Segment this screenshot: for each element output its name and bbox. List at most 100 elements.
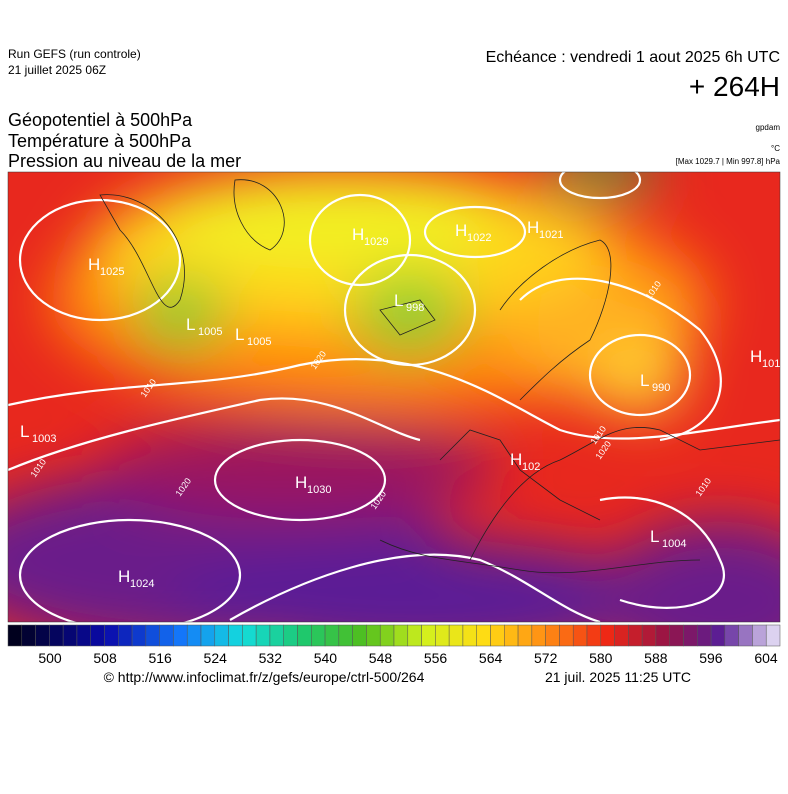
center-value: 1021 [539,229,563,241]
colorbar-swatch [421,624,436,647]
colorbar-swatch [159,624,174,647]
run-date: 21 juillet 2025 06Z [8,63,106,77]
colorbar-swatch [76,624,91,647]
unit: gpdam [756,123,781,132]
colorbar-swatch [462,624,477,647]
colorbar-label: 524 [204,650,228,666]
center-value: 102 [522,461,540,473]
colorbar-swatch [104,624,119,647]
colorbar-swatch [545,624,560,647]
colorbar-swatch [297,624,312,647]
colorbar-swatch [490,624,505,647]
colorbar-label: 596 [699,650,723,666]
center-kind: H [352,225,364,244]
colorbar-swatch [614,624,629,647]
colorbar-label: 580 [589,650,613,666]
colorbar-swatch [242,624,257,647]
colorbar-swatch [131,624,147,647]
center-kind: L [186,315,195,334]
colorbar-swatch [738,624,753,647]
colorbar-swatch [145,624,160,647]
center-value: 990 [652,382,670,394]
colorbar-swatch [173,624,188,647]
colorbar-swatch [35,624,50,647]
colorbar-swatch [338,624,353,647]
colorbar-swatch [586,624,602,647]
center-kind: L [650,527,659,546]
colorbar-swatch [283,624,298,647]
colorbar-label: 516 [148,650,172,666]
colorbar-swatch [572,624,588,647]
unit: °C [771,144,780,153]
colorbar-swatch [710,624,726,647]
colorbar-swatch [600,624,615,647]
center-value: 1005 [198,326,222,338]
colorbar-swatch [214,624,229,647]
colorbar-swatch [407,624,422,647]
colorbar-swatch [724,624,739,647]
center-value: 1003 [32,433,56,445]
pressure-range: [Max 1029.7 | Min 997.8] hPa [676,157,781,166]
colorbar-label: 572 [534,650,558,666]
colorbar-swatch [435,624,450,647]
echeance: Echéance : vendredi 1 aout 2025 6h UTC [486,49,780,66]
center-kind: H [527,218,539,237]
colorbar-swatch [641,624,657,647]
colorbar-label: 532 [259,650,283,666]
colorbar-swatch [228,624,243,647]
colorbar-swatch [379,624,395,647]
colorbar-swatch [269,624,284,647]
center-kind: L [640,371,649,390]
colorbar-swatch [255,624,271,647]
run-name: Run GEFS (run controle) [8,47,141,61]
colorbar-label: 540 [314,650,338,666]
map-frame [7,171,781,623]
colorbar-swatch [352,624,367,647]
center-kind: L [20,422,29,441]
center-kind: H [750,347,762,366]
center-value: 101 [762,358,780,370]
lead-time: + 264H [689,71,780,102]
layer-title: Géopotentiel à 500hPa [8,110,193,130]
colorbar-swatch [655,624,670,647]
center-kind: H [295,473,307,492]
layer-title: Température à 500hPa [8,131,192,151]
map [8,172,780,622]
layer-title: Pression au niveau de la mer [8,151,241,171]
colorbar-swatch [186,624,202,647]
center-value: 1030 [307,484,331,496]
center-kind: H [455,221,467,240]
colorbar-swatch [752,624,767,647]
colorbar-swatch [7,624,23,647]
colorbar-swatch [90,624,105,647]
colorbar-label: 548 [369,650,393,666]
colorbar-swatch [49,624,64,647]
center-kind: H [88,255,100,274]
center-value: 1029 [364,236,388,248]
center-kind: L [235,325,244,344]
colorbar-label: 588 [644,650,668,666]
center-value: 998 [406,302,424,314]
colorbar-swatch [669,624,684,647]
center-value: 1024 [130,578,154,590]
colorbar-swatch [559,624,574,647]
center-value: 1004 [662,538,686,550]
colorbar-swatch [628,624,643,647]
colorbar-label: 604 [754,650,778,666]
colorbar-swatch [118,624,133,647]
colorbar-swatch [697,624,712,647]
colorbar-swatch [683,624,698,647]
colorbar-swatch [448,624,464,647]
colorbar-swatch [366,624,381,647]
colorbar-swatch [200,624,216,647]
colorbar-swatch [476,624,491,647]
colorbar-label: 564 [479,650,503,666]
colorbar-swatch [311,624,326,647]
colorbar-label: 500 [38,650,62,666]
center-value: 1025 [100,266,124,278]
timestamp: 21 juil. 2025 11:25 UTC [545,669,691,685]
center-value: 1005 [247,336,271,348]
colorbar-swatch [393,624,409,647]
colorbar-swatch [504,624,519,647]
colorbar-label: 508 [93,650,117,666]
